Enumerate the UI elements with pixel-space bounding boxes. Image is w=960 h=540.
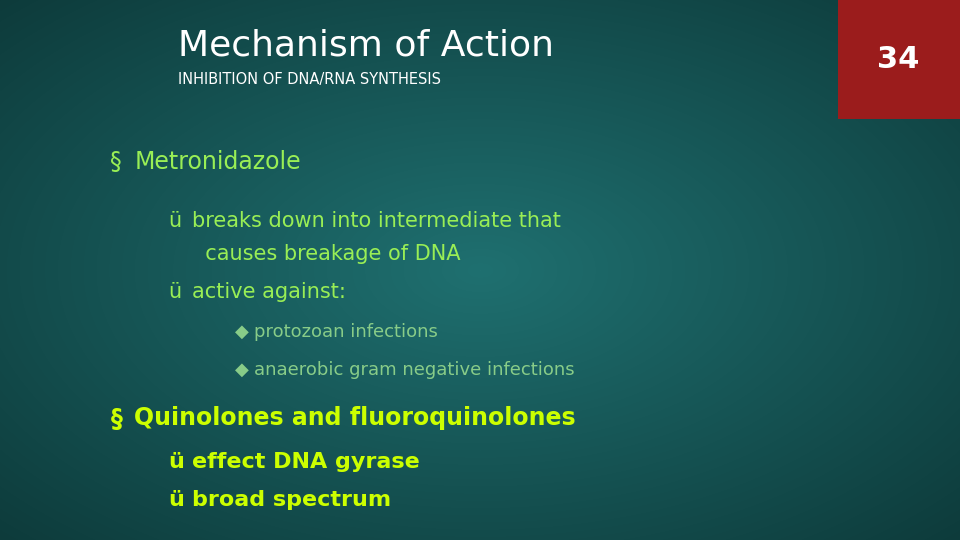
Text: protozoan infections: protozoan infections <box>254 323 439 341</box>
Text: broad spectrum: broad spectrum <box>192 489 391 510</box>
Text: ü: ü <box>168 211 181 232</box>
FancyBboxPatch shape <box>838 0 960 119</box>
Text: causes breakage of DNA: causes breakage of DNA <box>192 244 461 264</box>
Text: anaerobic gram negative infections: anaerobic gram negative infections <box>254 361 575 379</box>
Text: INHIBITION OF DNA/RNA SYNTHESIS: INHIBITION OF DNA/RNA SYNTHESIS <box>178 72 441 87</box>
Text: ü: ü <box>168 281 181 302</box>
Text: 34: 34 <box>877 45 920 74</box>
Text: §: § <box>110 407 122 430</box>
Text: §: § <box>110 150 122 174</box>
Text: breaks down into intermediate that: breaks down into intermediate that <box>192 211 561 232</box>
Text: ◆: ◆ <box>235 361 249 379</box>
Text: ü: ü <box>168 451 184 472</box>
Text: active against:: active against: <box>192 281 346 302</box>
Text: Metronidazole: Metronidazole <box>134 150 301 174</box>
Text: effect DNA gyrase: effect DNA gyrase <box>192 451 420 472</box>
Text: Quinolones and fluoroquinolones: Quinolones and fluoroquinolones <box>134 407 576 430</box>
Text: ◆: ◆ <box>235 323 249 341</box>
Text: Mechanism of Action: Mechanism of Action <box>178 29 554 63</box>
Text: ü: ü <box>168 489 184 510</box>
